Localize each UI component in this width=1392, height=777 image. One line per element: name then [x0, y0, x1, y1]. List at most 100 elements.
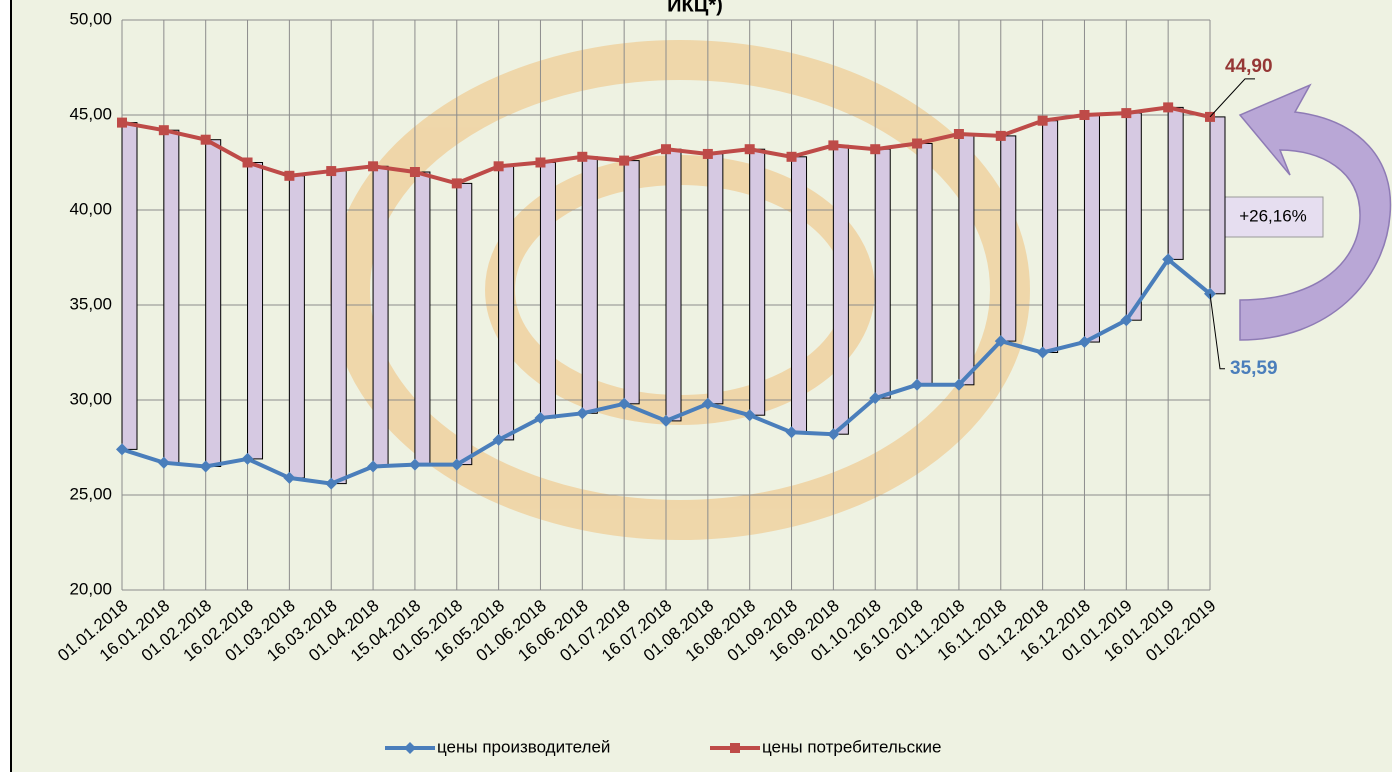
marker	[785, 426, 798, 439]
marker	[493, 161, 504, 172]
marker	[1078, 336, 1091, 349]
y-tick-label: 35,00	[69, 294, 112, 313]
marker	[912, 138, 923, 149]
marker	[450, 458, 463, 471]
marker	[284, 170, 295, 181]
range-bar	[791, 156, 808, 433]
marker	[116, 443, 128, 456]
y-tick-label: 20,00	[69, 579, 112, 598]
marker	[661, 144, 671, 155]
marker	[994, 335, 1007, 348]
marker	[326, 166, 337, 177]
y-tick-label: 45,00	[69, 104, 112, 123]
marker	[535, 157, 546, 168]
marker	[409, 167, 420, 177]
range-bar	[623, 160, 640, 405]
range-bar	[247, 162, 264, 460]
marker	[1163, 102, 1174, 113]
range-bar	[539, 162, 556, 419]
range-bar	[1167, 106, 1184, 260]
marker	[1037, 115, 1048, 126]
range-bar	[1083, 114, 1100, 343]
marker	[199, 460, 212, 473]
annotation-box	[1222, 196, 1324, 238]
marker	[1079, 110, 1090, 120]
range-bar	[665, 148, 682, 422]
chart-title: ИКЦ*)	[667, 0, 723, 16]
y-tick-label: 50,00	[69, 9, 112, 28]
range-bar	[749, 148, 766, 416]
range-bar	[1042, 120, 1059, 353]
marker	[828, 140, 839, 151]
marker	[995, 130, 1006, 141]
range-bar	[205, 139, 222, 467]
value-label: 35,59	[1230, 358, 1278, 379]
marker	[577, 151, 588, 162]
marker	[367, 460, 380, 473]
value-label: 44,90	[1225, 56, 1273, 77]
marker	[619, 155, 630, 166]
marker	[660, 414, 672, 427]
range-bar	[1000, 135, 1017, 342]
marker	[241, 452, 254, 465]
legend-marker	[730, 743, 740, 753]
range-bar	[414, 171, 431, 466]
marker	[158, 125, 169, 136]
range-bar	[958, 133, 975, 386]
marker	[1120, 314, 1133, 327]
range-bar	[916, 143, 933, 386]
background	[12, 0, 1392, 772]
marker	[827, 428, 840, 441]
leader-line	[1209, 78, 1255, 118]
legend-marker	[404, 742, 416, 754]
marker	[1121, 108, 1132, 119]
marker	[408, 458, 421, 471]
range-bar	[1209, 116, 1226, 295]
marker	[117, 117, 127, 128]
marker	[200, 134, 211, 145]
marker	[576, 407, 589, 420]
legend-label: цены потребительские	[762, 737, 942, 756]
leader-line	[1209, 293, 1225, 370]
marker	[744, 144, 755, 155]
marker	[701, 397, 714, 410]
marker	[1036, 346, 1049, 359]
marker	[368, 161, 379, 172]
y-tick-label: 30,00	[69, 389, 112, 408]
annotation: +26,16%	[1239, 206, 1307, 225]
range-bar	[330, 170, 347, 485]
marker	[451, 178, 462, 189]
legend-label: цены производителей	[437, 737, 610, 756]
range-bar	[121, 122, 138, 450]
range-bar	[498, 165, 515, 441]
marker	[534, 412, 547, 425]
marker	[325, 477, 338, 490]
range-bar	[288, 175, 305, 479]
range-bar	[1125, 112, 1142, 321]
marker	[743, 409, 756, 422]
y-tick-label: 40,00	[69, 199, 112, 218]
range-bar	[874, 148, 891, 399]
marker	[786, 151, 797, 162]
range-bar	[456, 182, 473, 466]
marker	[911, 378, 924, 391]
range-bar	[372, 165, 389, 468]
marker	[702, 148, 713, 159]
marker	[618, 397, 631, 410]
marker	[242, 157, 253, 168]
range-bar	[163, 129, 180, 464]
range-bar	[707, 153, 724, 405]
marker	[492, 433, 505, 446]
marker	[869, 392, 882, 405]
range-bar	[581, 156, 598, 414]
marker	[1162, 253, 1175, 266]
arrow	[1238, 83, 1392, 341]
marker	[952, 378, 965, 391]
marker	[283, 471, 296, 484]
range-bar	[832, 144, 849, 435]
marker	[953, 129, 964, 139]
marker	[157, 456, 170, 469]
marker	[870, 144, 881, 155]
y-tick-label: 25,00	[69, 484, 112, 503]
